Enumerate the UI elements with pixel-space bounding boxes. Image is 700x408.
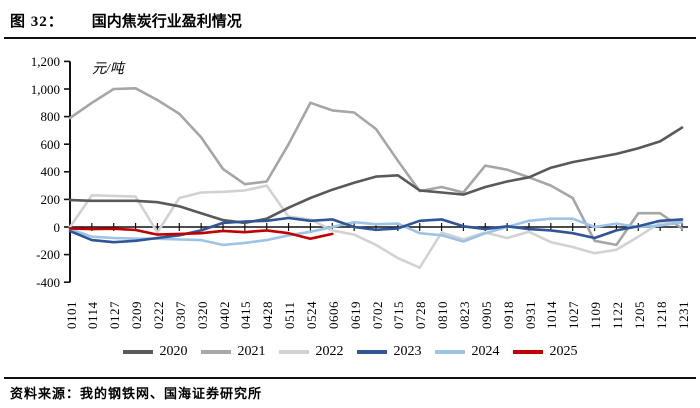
x-tick-label-0511: 0511 bbox=[282, 301, 298, 329]
x-tick-label-0931: 0931 bbox=[522, 301, 538, 329]
y-tick-label-400: 400 bbox=[40, 164, 61, 180]
x-tick-label-0905: 0905 bbox=[478, 301, 494, 329]
y-tick-label-800: 800 bbox=[40, 109, 61, 125]
legend-swatch-2022 bbox=[278, 350, 309, 354]
figure-title: 国内焦炭行业盈利情况 bbox=[91, 14, 242, 30]
x-tick-label-0127: 0127 bbox=[107, 301, 123, 329]
x-tick-label-1205: 1205 bbox=[631, 301, 647, 329]
x-tick-label-0918: 0918 bbox=[500, 301, 516, 329]
figure-title-row: 图 32： 国内焦炭行业盈利情况 bbox=[10, 10, 242, 31]
x-tick-label-0209: 0209 bbox=[129, 301, 145, 329]
legend-swatch-2024 bbox=[434, 350, 465, 354]
x-tick-label-1014: 1014 bbox=[544, 301, 560, 329]
x-tick-label-1231: 1231 bbox=[675, 301, 691, 329]
bottom-divider bbox=[4, 377, 696, 379]
legend-item-2023: 2023 bbox=[356, 344, 422, 360]
y-tick-label-1,000: 1,000 bbox=[30, 81, 60, 97]
x-tick-label-0222: 0222 bbox=[150, 301, 166, 329]
x-tick-label-0101: 0101 bbox=[63, 301, 79, 329]
x-tick-label-0728: 0728 bbox=[413, 301, 429, 329]
legend-swatch-2023 bbox=[356, 350, 387, 354]
legend-swatch-2025 bbox=[512, 350, 543, 354]
y-tick-label-1,200: 1,200 bbox=[30, 53, 60, 69]
x-tick-label-0810: 0810 bbox=[435, 301, 451, 329]
x-tick-label-0619: 0619 bbox=[347, 301, 363, 329]
legend-label-2023: 2023 bbox=[393, 344, 422, 359]
series-line-2022 bbox=[68, 184, 684, 269]
top-divider bbox=[4, 37, 696, 39]
legend-swatch-2020 bbox=[122, 350, 153, 354]
legend-label-2021: 2021 bbox=[237, 344, 266, 359]
series-line-2020 bbox=[68, 126, 684, 225]
x-tick-label-0823: 0823 bbox=[456, 301, 472, 329]
x-tick-label-0702: 0702 bbox=[369, 301, 385, 329]
x-tick-label-0715: 0715 bbox=[391, 301, 407, 329]
x-tick-label-1109: 1109 bbox=[588, 301, 604, 329]
x-tick-label-0320: 0320 bbox=[194, 301, 210, 329]
chart-legend: 2020 2021 2022 2023 2024 2025 bbox=[0, 344, 700, 360]
legend-item-2020: 2020 bbox=[122, 344, 188, 360]
series-line-2024 bbox=[68, 217, 684, 247]
legend-swatch-2021 bbox=[200, 350, 231, 354]
x-tick-label-0402: 0402 bbox=[216, 301, 232, 329]
x-tick-label-0114: 0114 bbox=[85, 301, 101, 329]
y-tick-label-200: 200 bbox=[40, 191, 61, 207]
series-line-2025 bbox=[68, 227, 334, 240]
line-chart-plot-area bbox=[64, 60, 688, 283]
x-tick-label-0307: 0307 bbox=[172, 301, 188, 329]
y-tick-label--400: -400 bbox=[36, 274, 60, 290]
legend-item-2021: 2021 bbox=[200, 344, 266, 360]
x-tick-label-0606: 0606 bbox=[325, 301, 341, 329]
legend-item-2024: 2024 bbox=[434, 344, 500, 360]
x-tick-label-1027: 1027 bbox=[566, 301, 582, 329]
legend-label-2022: 2022 bbox=[315, 344, 344, 359]
legend-label-2024: 2024 bbox=[471, 344, 500, 359]
y-axis-unit-label: 元/吨 bbox=[92, 62, 124, 77]
x-tick-label-0524: 0524 bbox=[303, 301, 319, 329]
y-tick-label-0: 0 bbox=[53, 219, 61, 235]
legend-label-2020: 2020 bbox=[159, 344, 188, 359]
y-tick-label-600: 600 bbox=[40, 136, 61, 152]
series-line-2021 bbox=[68, 86, 684, 247]
y-tick-label--200: -200 bbox=[36, 247, 60, 263]
figure-number-label: 图 32： bbox=[10, 14, 64, 30]
legend-label-2025: 2025 bbox=[549, 344, 578, 359]
x-tick-label-1122: 1122 bbox=[609, 301, 625, 329]
source-note: 资料来源：我的钢铁网、国海证券研究所 bbox=[10, 386, 263, 401]
legend-item-2022: 2022 bbox=[278, 344, 344, 360]
x-tick-label-0428: 0428 bbox=[260, 301, 276, 329]
x-tick-label-0415: 0415 bbox=[238, 301, 254, 329]
legend-item-2025: 2025 bbox=[512, 344, 578, 360]
series-line-2023 bbox=[68, 216, 684, 244]
x-tick-label-1218: 1218 bbox=[653, 301, 669, 329]
